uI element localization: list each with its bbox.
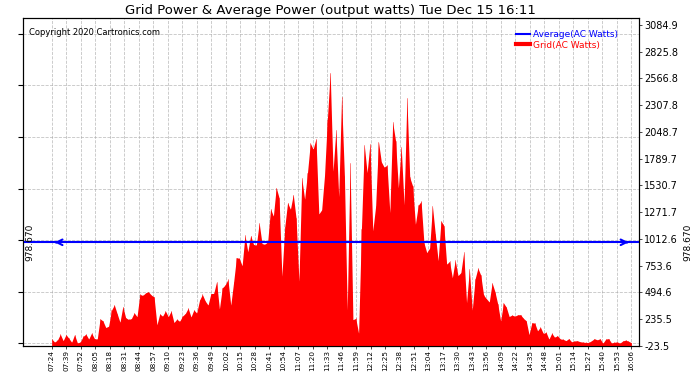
Title: Grid Power & Average Power (output watts) Tue Dec 15 16:11: Grid Power & Average Power (output watts… [126, 4, 536, 17]
Text: 978.670: 978.670 [683, 224, 690, 261]
Legend: Average(AC Watts), Grid(AC Watts): Average(AC Watts), Grid(AC Watts) [513, 26, 622, 53]
Text: Copyright 2020 Cartronics.com: Copyright 2020 Cartronics.com [29, 28, 160, 37]
Text: 978.670: 978.670 [26, 224, 34, 261]
